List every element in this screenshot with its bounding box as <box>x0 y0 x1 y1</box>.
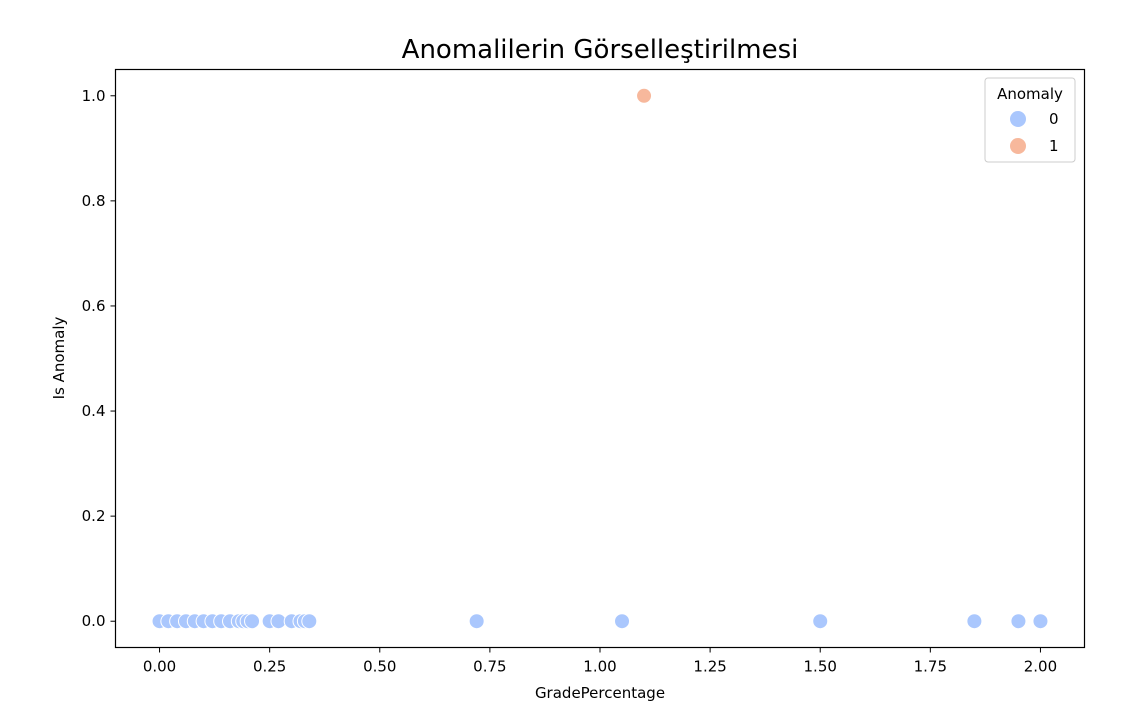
x-tick-label: 1.25 <box>693 658 726 676</box>
x-tick-label: 0.50 <box>363 658 396 676</box>
axis-ticks: 0.00 0.25 0.50 0.75 1.00 1.25 1.50 1.75 2.000.00… <box>82 87 1058 676</box>
data-point-series-0 <box>614 613 631 630</box>
data-point-series-0 <box>966 613 983 630</box>
legend-marker-1 <box>1010 138 1026 154</box>
legend: Anomaly 0 1 <box>984 77 1076 163</box>
legend-label-0: 0 <box>1049 110 1059 128</box>
data-point-series-0 <box>301 613 318 630</box>
data-points <box>151 87 1049 630</box>
x-tick-label: 1.00 <box>583 658 616 676</box>
data-point-series-0 <box>468 613 485 630</box>
legend-marker-0 <box>1010 111 1026 127</box>
y-tick-label: 0.4 <box>82 402 106 420</box>
y-tick-label: 1.0 <box>82 87 106 105</box>
y-tick-label: 0.8 <box>82 192 106 210</box>
y-tick-label: 0.0 <box>82 612 106 630</box>
x-tick-label: 2.00 <box>1024 658 1057 676</box>
data-point-series-0 <box>1010 613 1027 630</box>
x-tick-label: 0.25 <box>253 658 286 676</box>
y-axis-label: Is Anomaly <box>50 316 68 399</box>
legend-label-1: 1 <box>1049 137 1059 155</box>
legend-title: Anomaly <box>997 85 1063 103</box>
y-tick-label: 0.2 <box>82 507 106 525</box>
x-axis-label: GradePercentage <box>535 684 665 702</box>
data-point-series-0 <box>1032 613 1049 630</box>
x-tick-label: 1.75 <box>914 658 947 676</box>
data-point-series-1 <box>636 87 653 104</box>
data-point-series-0 <box>244 613 261 630</box>
x-tick-label: 0.00 <box>143 658 176 676</box>
x-tick-label: 0.75 <box>473 658 506 676</box>
plot-area-frame <box>114 68 1086 649</box>
legend-box <box>984 77 1076 163</box>
y-tick-label: 0.6 <box>82 297 106 315</box>
chart-title: Anomalilerin Görselleştirilmesi <box>402 35 799 65</box>
data-point-series-0 <box>812 613 829 630</box>
x-tick-label: 1.50 <box>804 658 837 676</box>
